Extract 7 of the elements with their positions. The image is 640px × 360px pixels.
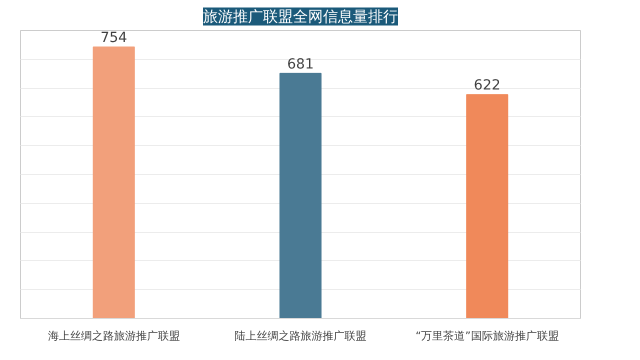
x-tick-label: 陆上丝绸之路旅游推广联盟 <box>234 330 366 342</box>
data-label: 681 <box>287 56 314 72</box>
chart-title: 旅游推广联盟全网信息量排行 <box>203 8 398 26</box>
x-tick-label: 海上丝绸之路旅游推广联盟 <box>48 330 180 342</box>
data-label: 622 <box>474 78 501 94</box>
x-tick-label: “万里茶道”国际旅游推广联盟 <box>415 330 559 342</box>
data-label: 754 <box>100 30 128 46</box>
